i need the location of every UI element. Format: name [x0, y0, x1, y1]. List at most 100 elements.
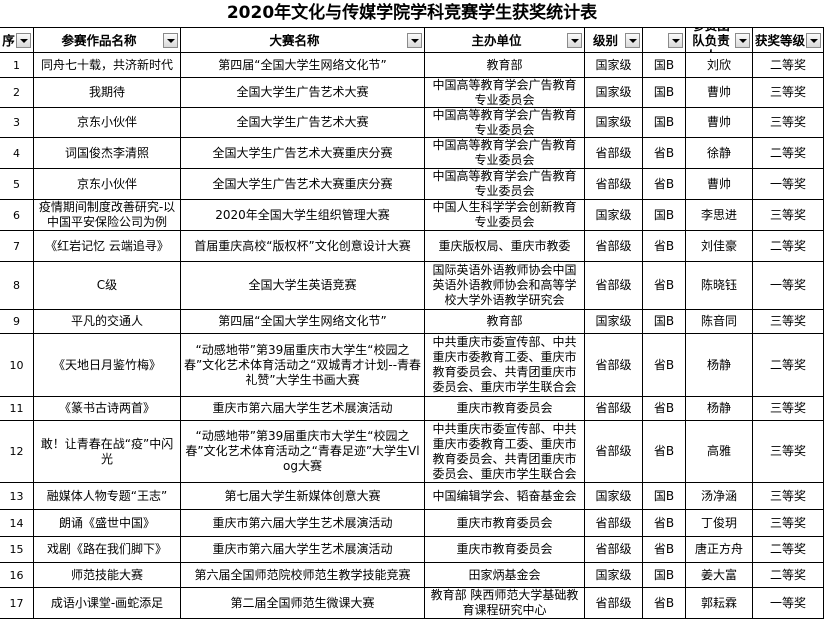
table-cell-text: 重庆版权局、重庆市教委 — [438, 238, 571, 253]
table-cell: 曹帅 — [686, 169, 753, 200]
table-cell: 省部级 — [585, 334, 643, 397]
table-cell-text: 省部级 — [595, 542, 632, 556]
table-cell-text: 汤净涵 — [700, 488, 737, 503]
table-cell: 第二届全国师范生微课大赛 — [181, 588, 425, 619]
table-cell: 国家级 — [585, 108, 643, 138]
table-cell: 融媒体人物专题“王志” — [34, 483, 181, 510]
table-cell-text: 二等奖 — [769, 567, 806, 582]
table-cell-text: 第四届“全国大学生网络文化节” — [218, 57, 387, 72]
table-cell: 第四届“全国大学生网络文化节” — [181, 310, 425, 334]
row-index-text: 14 — [9, 516, 24, 530]
table-cell-text: 曹帅 — [706, 115, 731, 129]
table-cell: 汤净涵 — [686, 483, 753, 510]
table-cell-text: 2020年全国大学生组织管理大赛 — [215, 207, 390, 222]
column-header-text: 参赛作品名称 — [61, 32, 137, 48]
table-cell-text: 姜大富 — [700, 567, 737, 582]
row-index-text: 9 — [13, 315, 20, 328]
table-cell-text: 国B — [653, 314, 675, 328]
table-cell: 《天地日月鉴竹梅》 — [34, 334, 181, 397]
table-cell-text: 三等奖 — [769, 488, 806, 503]
table-cell: 全国大学生广告艺术大赛 — [181, 108, 425, 138]
table-cell-text: 国家级 — [595, 207, 632, 222]
table-cell: 杨静 — [686, 334, 753, 397]
table-cell: 省部级 — [585, 421, 643, 483]
table-cell: 省部级 — [585, 169, 643, 200]
table-cell-text: 重庆市教育委员会 — [456, 401, 553, 415]
row-index-text: 1 — [13, 58, 20, 72]
table-cell: 国家级 — [585, 78, 643, 108]
table-cell-text: 《篆书古诗两首》 — [58, 401, 155, 415]
table-cell-text: 杨静 — [706, 401, 731, 415]
filter-button[interactable] — [407, 33, 422, 48]
table-cell: 国B — [643, 563, 686, 588]
table-cell-text: 中国人生科学学会创新教育专业委员会 — [432, 200, 577, 229]
table-cell-text: 省B — [653, 542, 675, 556]
table-cell: 郭耘霖 — [686, 588, 753, 619]
table-cell: 国B — [643, 78, 686, 108]
table-cell-text: 杨静 — [706, 357, 731, 372]
table-cell-text: 一等奖 — [769, 176, 806, 191]
table-cell: 省B — [643, 421, 686, 483]
filter-button[interactable] — [625, 33, 640, 48]
table-cell-text: 二等奖 — [769, 357, 806, 372]
row-index: 13 — [0, 483, 34, 510]
row-index-text: 11 — [9, 402, 24, 415]
table-cell-text: 二等奖 — [769, 238, 806, 253]
row-index-text: 3 — [13, 116, 20, 129]
table-cell: 李思进 — [686, 200, 753, 231]
row-index: 1 — [0, 53, 34, 78]
table-cell: 曹帅 — [686, 108, 753, 138]
table-cell-text: 中国高等教育学会广告教育专业委员会 — [432, 138, 577, 167]
table-cell: 三等奖 — [753, 200, 824, 231]
filter-button[interactable] — [163, 33, 178, 48]
row-index-text: 6 — [13, 208, 20, 222]
table-cell-text: 中共重庆市委宣传部、中共重庆市委教育工委、重庆市教育委员会、共青团重庆市委员会、… — [432, 335, 577, 394]
table-cell: 中国高等教育学会广告教育专业委员会 — [425, 138, 585, 169]
table-cell-text: 徐静 — [706, 145, 731, 160]
table-cell-text: 曹帅 — [706, 85, 731, 99]
row-index-text: 16 — [9, 568, 24, 582]
table-cell: 省部级 — [585, 231, 643, 262]
table-cell-text: 教育部 陕西师范大学基础教育课程研究中心 — [430, 588, 579, 617]
table-cell: 成语小课堂-画蛇添足 — [34, 588, 181, 619]
table-cell: 第六届全国师范院校师范生教学技能竞赛 — [181, 563, 425, 588]
table-cell-text: 第六届全国师范院校师范生教学技能竞赛 — [194, 567, 411, 582]
table-cell: 重庆市第六届大学生艺术展演活动 — [181, 537, 425, 563]
table-cell: “动感地带”第39届重庆市大学生“校园之春”文化艺术体育活动之“双城青才计划--… — [181, 334, 425, 397]
table-cell: 全国大学生广告艺术大赛重庆分赛 — [181, 138, 425, 169]
table-cell: 省部级 — [585, 262, 643, 310]
table-cell-text: 三等奖 — [769, 314, 806, 328]
row-index: 14 — [0, 510, 34, 537]
table-cell-text: 戏剧《路在我们脚下》 — [46, 542, 167, 556]
table-cell-text: 《红岩记忆 云端追寻》 — [45, 238, 169, 253]
table-cell-text: 省B — [653, 401, 675, 415]
column-header: 参赛团队负责人 — [686, 28, 753, 53]
table-cell: 国家级 — [585, 563, 643, 588]
table-cell: 《篆书古诗两首》 — [34, 397, 181, 421]
table-cell-text: 国B — [653, 57, 675, 72]
table-cell-text: 刘佳豪 — [700, 238, 737, 253]
table-cell-text: 中国高等教育学会广告教育专业委员会 — [432, 78, 577, 107]
row-index: 10 — [0, 334, 34, 397]
table-cell-text: 省部级 — [595, 595, 632, 610]
table-cell: 姜大富 — [686, 563, 753, 588]
table-cell: 曹帅 — [686, 78, 753, 108]
table-cell-text: 第七届大学生新媒体创意大赛 — [224, 488, 381, 503]
filter-button[interactable] — [668, 33, 683, 48]
table-cell: 省部级 — [585, 537, 643, 563]
table-cell-text: 三等奖 — [769, 115, 806, 129]
table-cell: 重庆市教育委员会 — [425, 397, 585, 421]
table-cell-text: 省部级 — [595, 401, 632, 415]
table-cell: 国B — [643, 108, 686, 138]
column-header: 获奖等级 — [753, 28, 824, 53]
table-cell-text: 教育部 — [486, 314, 523, 328]
table-cell: 同舟七十载，共济新时代 — [34, 53, 181, 78]
table-cell-text: 曹帅 — [706, 176, 731, 191]
filter-button[interactable] — [806, 33, 821, 48]
column-header-text: 参赛团队负责人 — [692, 28, 730, 52]
table-cell: 三等奖 — [753, 421, 824, 483]
filter-button[interactable] — [735, 33, 750, 48]
filter-button[interactable] — [567, 33, 582, 48]
table-cell-text: 国B — [653, 488, 675, 503]
filter-button[interactable] — [16, 33, 31, 48]
